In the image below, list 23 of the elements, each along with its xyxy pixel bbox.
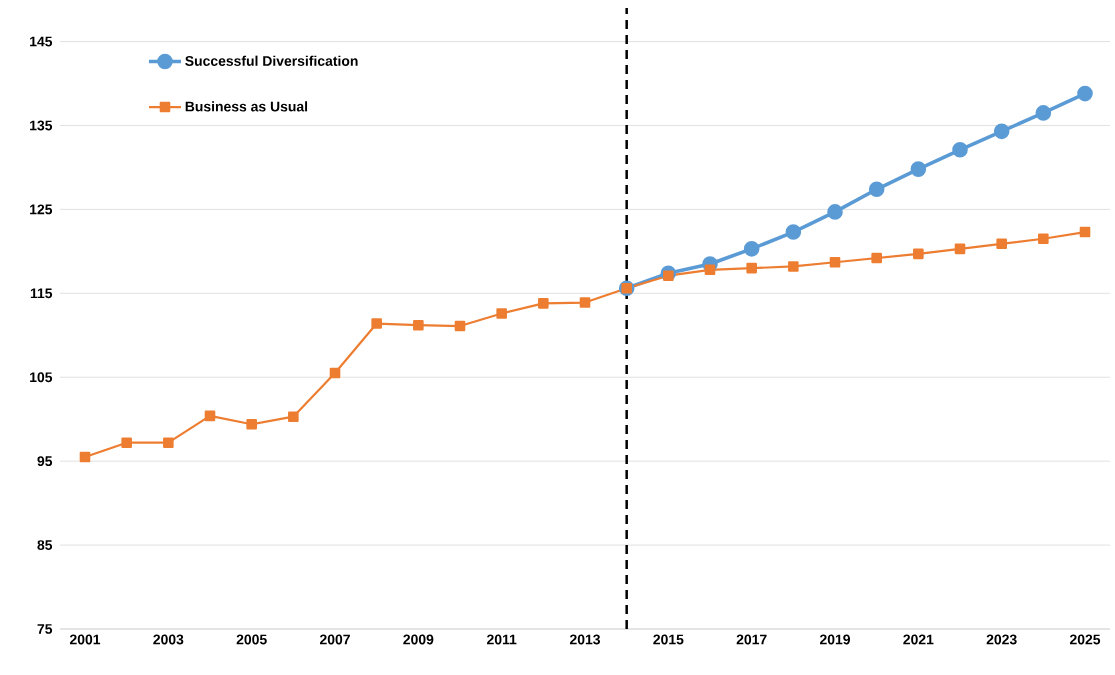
x-tick-label: 2005: [236, 634, 267, 645]
y-tick-label: 115: [30, 288, 53, 299]
x-tick-label: 2011: [487, 634, 517, 645]
y-tick-label: 135: [30, 120, 53, 131]
x-tick-label: 2017: [736, 634, 767, 645]
x-tick-label: 2009: [403, 634, 434, 645]
x-tick-label: 2021: [903, 634, 934, 645]
legend-label: Successful Diversification: [185, 55, 358, 66]
y-tick-label: 105: [30, 372, 53, 383]
x-tick-label: 2007: [319, 634, 350, 645]
legend-label: Business as Usual: [185, 101, 308, 112]
x-tick-label: 2001: [69, 634, 101, 645]
x-tick-label: 2023: [986, 634, 1017, 645]
y-tick-label: 95: [37, 456, 53, 467]
y-tick-label: 125: [30, 204, 53, 215]
x-tick-label: 2025: [1069, 634, 1101, 645]
y-tick-label: 145: [30, 36, 53, 47]
y-tick-label: 85: [37, 540, 53, 551]
x-tick-label: 2003: [153, 634, 184, 645]
y-tick-label: 75: [37, 624, 53, 634]
x-tick-label: 2019: [819, 634, 851, 645]
x-tick-label: 2015: [653, 634, 684, 645]
x-tick-label: 2013: [569, 634, 601, 645]
